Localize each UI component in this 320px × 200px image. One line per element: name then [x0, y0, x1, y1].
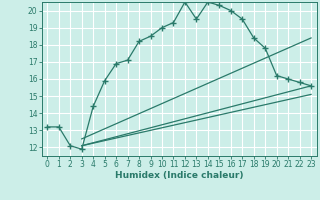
X-axis label: Humidex (Indice chaleur): Humidex (Indice chaleur)	[115, 171, 244, 180]
